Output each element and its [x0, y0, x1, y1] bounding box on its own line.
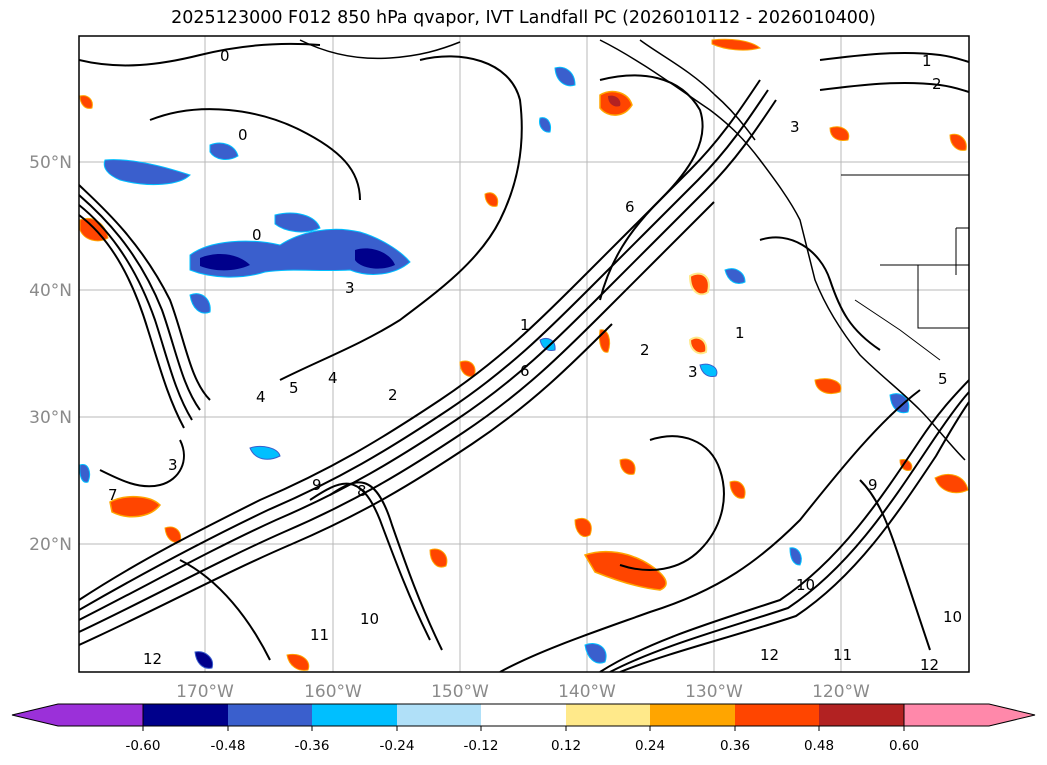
lat-label-20n: 20°N [29, 535, 72, 555]
contour-label: 3 [688, 363, 698, 381]
contour-label: 11 [310, 626, 329, 644]
colorbar-segment-high-extend [903, 703, 1036, 727]
colorbar-segment [735, 704, 819, 726]
colorbar: -0.60 -0.48 -0.36 -0.24 -0.12 0.12 0.24 … [11, 703, 1036, 754]
contour-label: 10 [360, 610, 379, 628]
contour-label: 0 [238, 126, 248, 144]
contour-label: 1 [520, 316, 530, 334]
colorbar-segment [566, 704, 650, 726]
colorbar-frame [142, 703, 905, 727]
longitude-labels: 170°W 160°W 150°W 140°W 130°W 120°W [176, 682, 870, 702]
colorbar-tick-label: -0.24 [380, 738, 415, 754]
contour-label: 12 [920, 656, 939, 674]
contour-labels: 1 2 3 0 0 0 3 4 5 6 1 2 3 8 9 10 11 12 1… [108, 47, 962, 674]
contour-label: 1 [735, 324, 745, 342]
lon-label-140w: 140°W [558, 682, 616, 702]
contour-label: 0 [220, 47, 230, 65]
colorbar-segment [143, 704, 228, 726]
contour-label: 3 [790, 118, 800, 136]
contour-label: 9 [868, 476, 878, 494]
contour-label: 6 [520, 362, 530, 380]
lon-label-130w: 130°W [685, 682, 743, 702]
colorbar-segment [650, 704, 735, 726]
borders [841, 174, 969, 361]
ivt-contours [79, 42, 969, 672]
contour-label: 2 [932, 75, 942, 93]
contour-label: 12 [143, 650, 162, 668]
contour-label: 7 [108, 486, 118, 504]
coastlines [299, 39, 966, 461]
colorbar-tick-label: 0.36 [720, 738, 750, 754]
colorbar-tick-label: 0.12 [551, 738, 581, 754]
contour-label: 2 [388, 386, 398, 404]
negative-anomaly-fills [79, 66, 910, 669]
figure-title: 2025123000 F012 850 hPa qvapor, IVT Land… [171, 8, 876, 28]
colorbar-tick-label: 0.24 [635, 738, 665, 754]
contour-label: 2 [640, 341, 650, 359]
lon-label-150w: 150°W [431, 682, 489, 702]
colorbar-tick-label: 0.48 [804, 738, 834, 754]
colorbar-tick-label: 0.60 [889, 738, 919, 754]
colorbar-segment [819, 704, 904, 726]
contour-label: 3 [168, 456, 178, 474]
contour-label: 6 [625, 198, 635, 216]
colorbar-segment [481, 704, 566, 726]
lat-label-50n: 50°N [29, 153, 72, 173]
lat-label-40n: 40°N [29, 281, 72, 301]
colorbar-segment-low-extend [11, 703, 144, 727]
contour-label: 8 [357, 482, 367, 500]
map-frame [78, 35, 970, 673]
colorbar-segment [312, 704, 397, 726]
contour-label: 5 [289, 379, 299, 397]
contour-label: 10 [943, 608, 962, 626]
lon-label-160w: 160°W [304, 682, 362, 702]
contour-label: 9 [312, 476, 322, 494]
contour-label: 0 [252, 226, 262, 244]
latitude-labels: 50°N 40°N 30°N 20°N [29, 153, 72, 555]
contour-label: 11 [833, 646, 852, 664]
colorbar-segment [228, 704, 312, 726]
colorbar-tick-label: -0.60 [126, 738, 161, 754]
colorbar-segment [397, 704, 481, 726]
lon-label-120w: 120°W [812, 682, 870, 702]
lon-label-170w: 170°W [176, 682, 234, 702]
lat-label-30n: 30°N [29, 408, 72, 428]
map-content: 1 2 3 0 0 0 3 4 5 6 1 2 3 8 9 10 11 12 1… [79, 36, 969, 674]
contour-label: 10 [796, 576, 815, 594]
colorbar-tick-label: -0.36 [295, 738, 330, 754]
contour-label: 3 [345, 279, 355, 297]
positive-anomaly-fills [79, 38, 969, 671]
contour-label: 12 [760, 646, 779, 664]
contour-label: 5 [938, 370, 948, 388]
contour-label: 4 [256, 388, 266, 406]
contour-label: 1 [922, 52, 932, 70]
contour-label: 4 [328, 369, 338, 387]
colorbar-tick-label: -0.48 [211, 738, 246, 754]
colorbar-tick-label: -0.12 [464, 738, 499, 754]
